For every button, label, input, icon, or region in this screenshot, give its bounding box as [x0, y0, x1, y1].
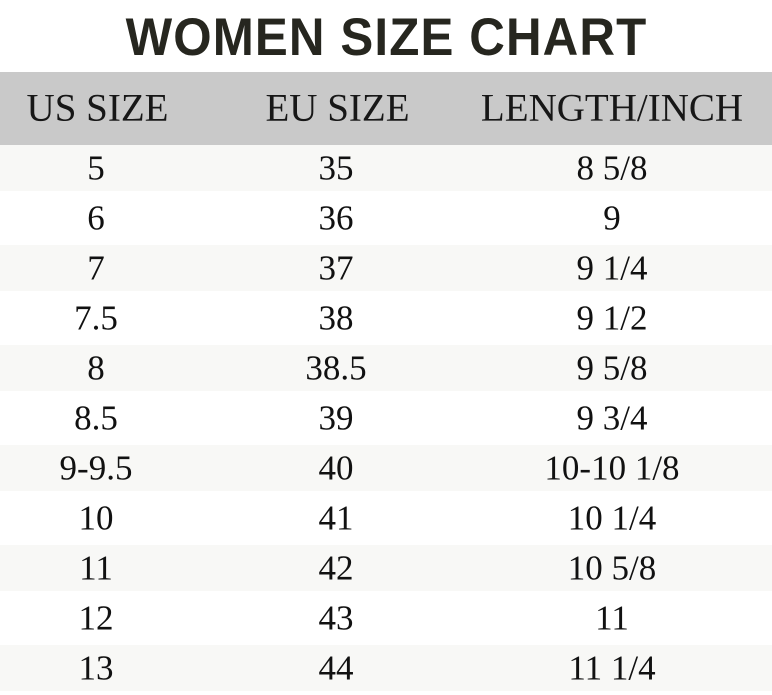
cell-us-size: 8.5 — [74, 398, 118, 438]
cell-us-size: 13 — [78, 648, 114, 688]
table-row: 8 38.5 9 5/8 — [0, 345, 772, 395]
cell-eu-size: 38 — [318, 298, 354, 338]
row-separator — [0, 641, 772, 645]
table-row: 10 41 10 1/4 — [0, 495, 772, 545]
cell-length-inch: 11 1/4 — [568, 648, 656, 688]
table-row: 8.5 39 9 3/4 — [0, 395, 772, 445]
table-row: 12 43 11 — [0, 595, 772, 645]
cell-length-inch: 10 1/4 — [567, 498, 657, 538]
row-separator — [0, 591, 772, 595]
table-row: 6 36 9 — [0, 195, 772, 245]
table-row: 9-9.5 40 10-10 1/8 — [0, 445, 772, 495]
table-row: 7.5 38 9 1/2 — [0, 295, 772, 345]
cell-us-size: 5 — [87, 148, 105, 188]
cell-us-size: 12 — [78, 598, 114, 638]
cell-us-size: 11 — [79, 548, 113, 588]
cell-us-size: 8 — [87, 348, 105, 388]
cell-eu-size: 35 — [318, 148, 354, 188]
cell-length-inch: 10-10 1/8 — [544, 448, 680, 488]
row-separator — [0, 191, 772, 195]
cell-us-size: 10 — [78, 498, 114, 538]
column-header-us-size: US SIZE — [26, 86, 169, 130]
cell-us-size: 9-9.5 — [59, 448, 133, 488]
table-row: 13 44 11 1/4 — [0, 645, 772, 695]
cell-eu-size: 41 — [318, 498, 354, 538]
table-row: 5 35 8 5/8 — [0, 145, 772, 195]
cell-eu-size: 36 — [318, 198, 354, 238]
cell-eu-size: 39 — [318, 398, 354, 438]
row-separator — [0, 691, 772, 695]
table-header-row: US SIZE EU SIZE LENGTH/INCH — [0, 72, 772, 145]
page-title: WOMEN SIZE CHART — [125, 7, 647, 67]
column-header-eu-size: EU SIZE — [265, 86, 410, 130]
cell-length-inch: 9 1/4 — [576, 248, 648, 288]
table-row: 7 37 9 1/4 — [0, 245, 772, 295]
cell-eu-size: 40 — [318, 448, 354, 488]
row-separator — [0, 291, 772, 295]
cell-eu-size: 37 — [318, 248, 354, 288]
chart-title-bar: WOMEN SIZE CHART — [0, 0, 772, 72]
cell-us-size: 7 — [87, 248, 105, 288]
cell-eu-size: 43 — [318, 598, 354, 638]
cell-eu-size: 38.5 — [305, 348, 367, 388]
row-separator — [0, 491, 772, 495]
cell-length-inch: 9 3/4 — [576, 398, 648, 438]
row-separator — [0, 391, 772, 395]
table-row: 11 42 10 5/8 — [0, 545, 772, 595]
cell-length-inch: 11 — [595, 598, 629, 638]
cell-length-inch: 9 5/8 — [576, 348, 648, 388]
cell-length-inch: 10 5/8 — [567, 548, 657, 588]
cell-us-size: 6 — [87, 198, 105, 238]
cell-eu-size: 44 — [318, 648, 354, 688]
cell-length-inch: 9 1/2 — [576, 298, 648, 338]
column-header-length-inch: LENGTH/INCH — [480, 86, 744, 130]
cell-length-inch: 8 5/8 — [576, 148, 648, 188]
row-separator — [0, 441, 772, 445]
cell-eu-size: 42 — [318, 548, 354, 588]
cell-length-inch: 9 — [603, 198, 621, 238]
table-body: 5 35 8 5/8 6 36 9 7 37 9 1/4 7.5 38 9 1/2 8 38.5 9 5/8… — [0, 145, 772, 695]
row-separator — [0, 541, 772, 545]
cell-us-size: 7.5 — [74, 298, 118, 338]
row-separator — [0, 241, 772, 245]
row-separator — [0, 341, 772, 345]
